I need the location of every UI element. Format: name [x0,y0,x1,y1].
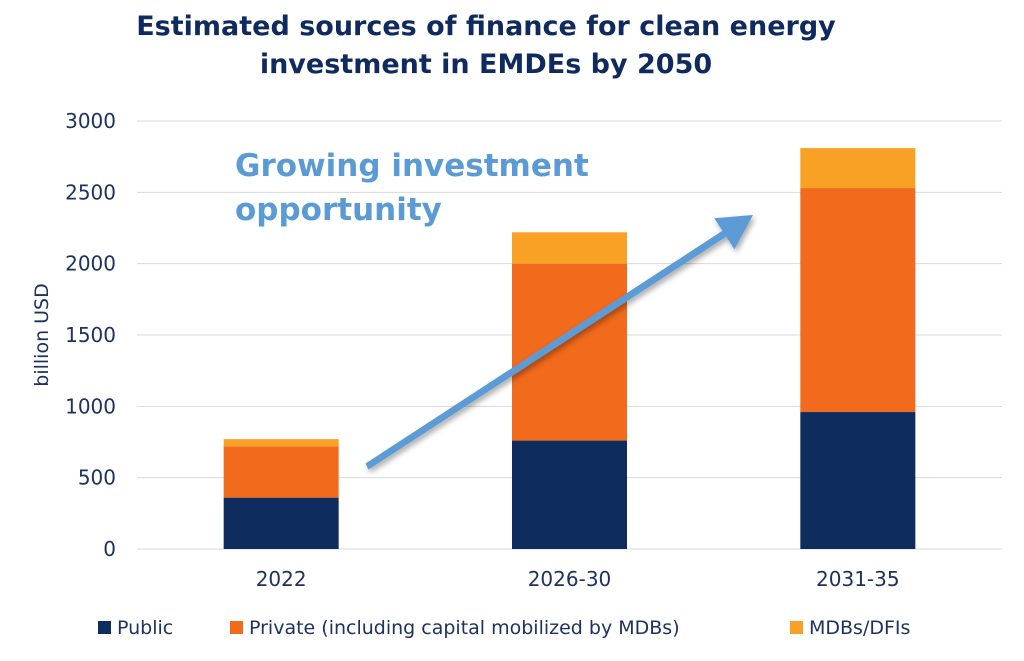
bars [223,148,916,549]
x-tick-label: 2026-30 [528,567,612,591]
legend-swatch [230,621,243,634]
bar-segment-private-2022 [223,446,339,498]
bar-segment-mdbs-dfis-2031-35 [800,148,916,189]
legend: Public Private (including capital mobiliz… [98,617,910,639]
x-tick-label: 2031-35 [816,567,900,591]
y-tick-label: 2500 [65,180,116,204]
legend-swatch [98,621,111,634]
bar-segment-private-2031-35 [800,188,916,413]
y-tick-label: 500 [78,466,116,490]
growth-arrow-icon [365,215,753,470]
bar-segment-private-2026-30 [512,263,627,441]
y-tick-label: 1000 [65,394,116,418]
y-axis-label: billion USD [31,283,53,386]
y-axis-ticks: 0 500 1000 1500 2000 2500 3000 [65,109,116,561]
legend-swatch [790,621,803,634]
y-tick-label: 2000 [65,252,116,276]
chart-title-line-2: investment in EMDEs by 2050 [260,49,712,80]
bar-segment-public-2031-35 [800,412,916,549]
bar-segment-public-2022 [223,497,339,549]
x-axis-ticks: 2022 2026-30 2031-35 [256,567,900,591]
bar-segment-mdbs-dfis-2022 [223,439,339,447]
y-tick-label: 1500 [65,323,116,347]
legend-label: MDBs/DFIs [809,617,910,639]
x-tick-label: 2022 [256,567,307,591]
annotation-line-2: opportunity [235,192,442,228]
bar-segment-mdbs-dfis-2026-30 [512,232,627,264]
chart-title-line-1: Estimated sources of finance for clean e… [136,11,836,42]
legend-label: Public [117,617,173,639]
legend-label: Private (including capital mobilized by … [249,617,680,639]
annotation-line-1: Growing investment [235,148,589,184]
bar-segment-public-2026-30 [512,440,627,549]
y-tick-label: 3000 [65,109,116,133]
y-tick-label: 0 [103,537,116,561]
